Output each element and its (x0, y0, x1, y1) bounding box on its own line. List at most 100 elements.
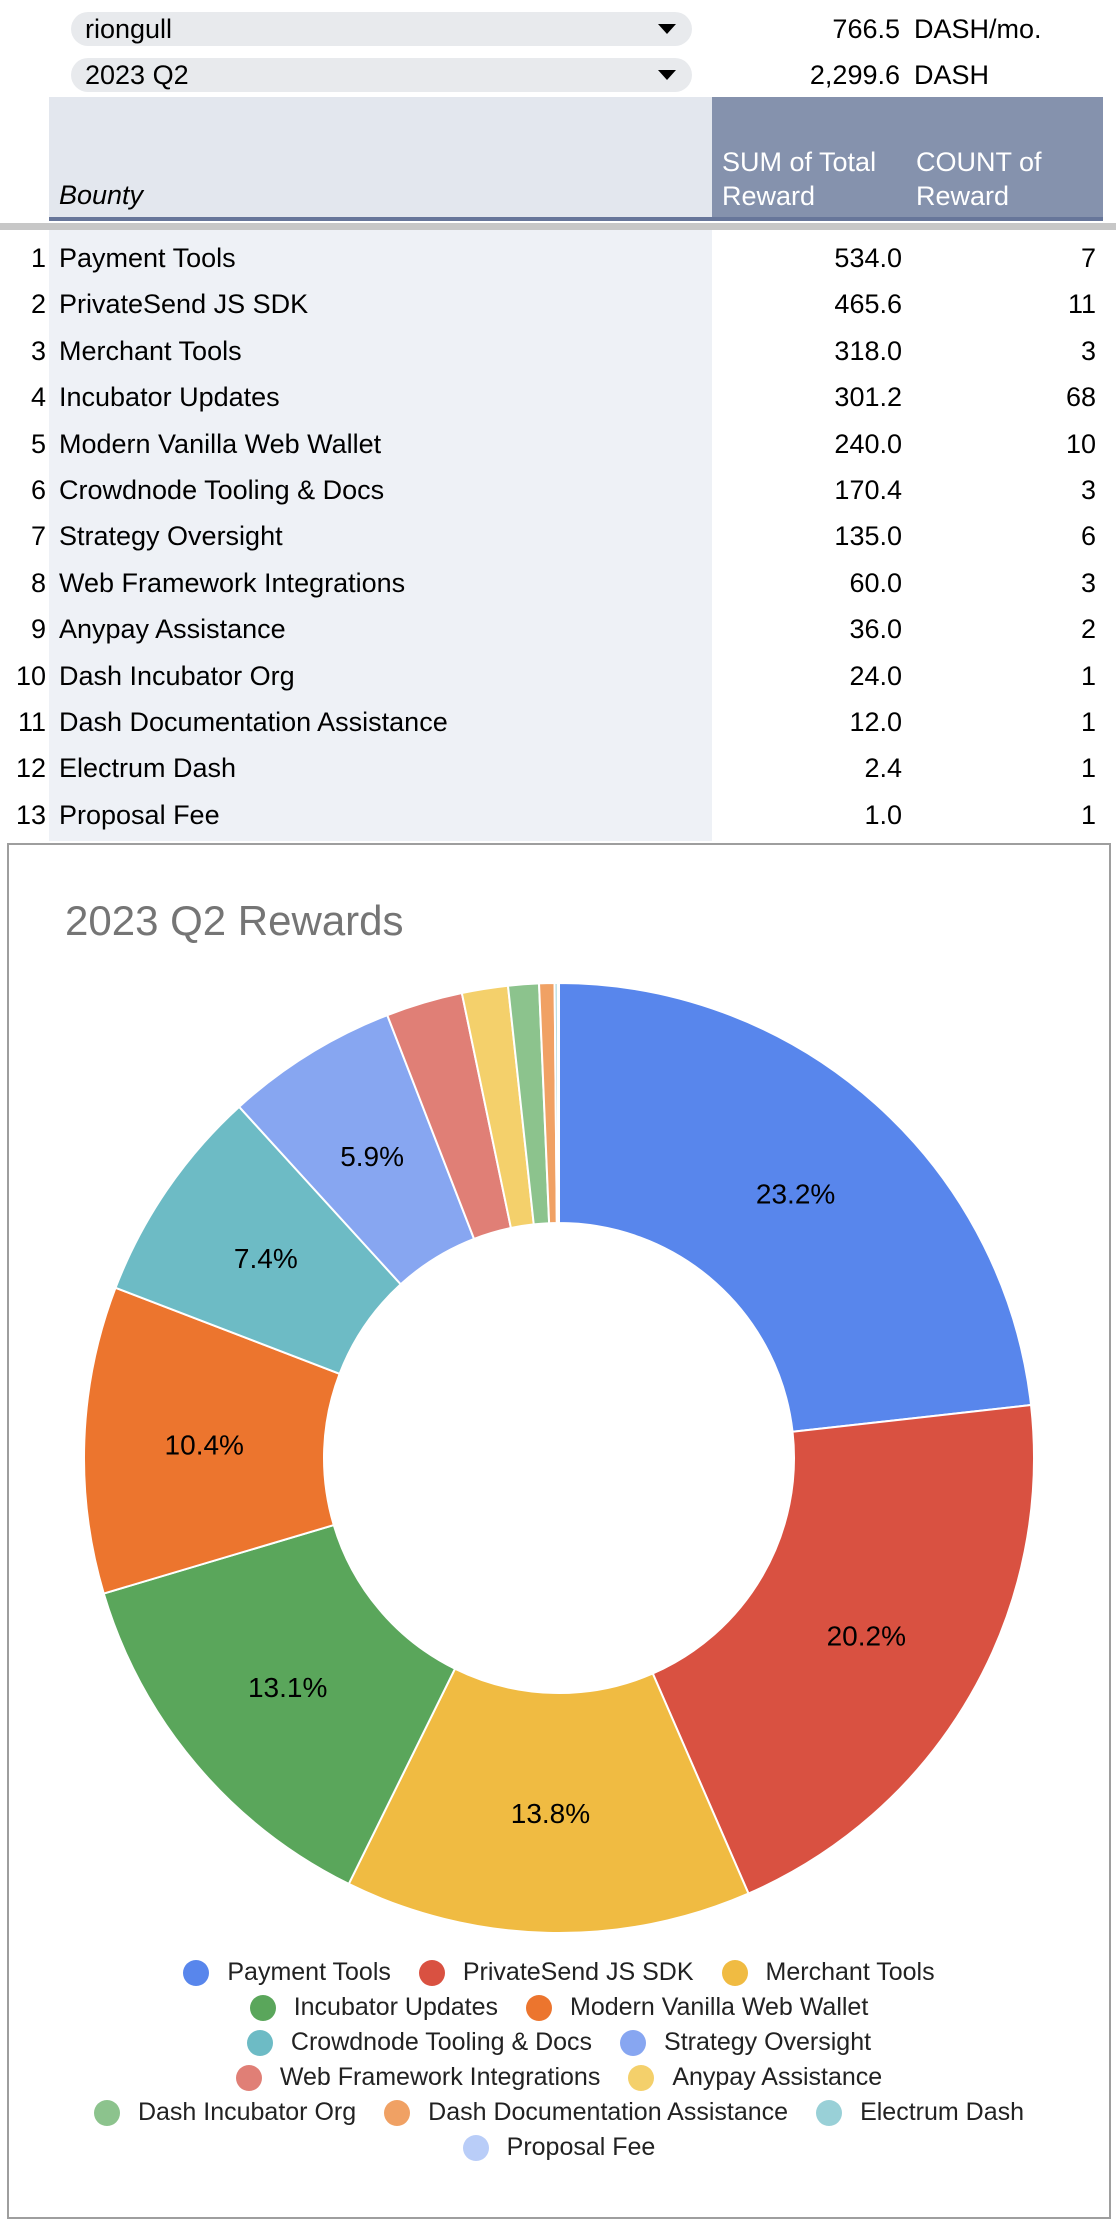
table-row: 2 PrivateSend JS SDK 465.6 11 (0, 279, 1116, 325)
header-count-reward: COUNT of Reward (916, 147, 1042, 211)
bounty-column-background (49, 230, 712, 841)
legend-swatch-icon (249, 1994, 276, 2021)
bounty-name: Dash Documentation Assistance (59, 707, 448, 737)
legend-swatch-icon (183, 1959, 210, 1986)
total-reward-sum: 1.0 (864, 799, 902, 830)
legend-label: Anypay Assistance (672, 2063, 883, 2091)
legend-swatch-icon (93, 2099, 120, 2126)
legend-label: Modern Vanilla Web Wallet (570, 1993, 869, 2021)
legend-row: Dash Incubator Org Dash Documentation Ass… (9, 2095, 1109, 2130)
chevron-down-icon (658, 24, 676, 34)
reward-count: 68 (1065, 382, 1096, 413)
chevron-down-icon (658, 70, 676, 80)
total-reward-sum: 36.0 (849, 614, 902, 645)
header-values-cell (712, 97, 1103, 221)
legend-item[interactable]: Proposal Fee (462, 2133, 655, 2162)
frozen-row-divider[interactable] (0, 223, 1116, 230)
slice-percent-label: 23.2% (756, 1178, 835, 1209)
reward-count: 11 (1067, 289, 1096, 320)
user-filter-value: riongull (85, 13, 173, 44)
row-number: 1 (30, 243, 46, 273)
slice-percent-label: 13.8% (511, 1798, 590, 1829)
table-row: 3 Merchant Tools 318.0 3 (0, 326, 1116, 372)
chart-title: 2023 Q2 Rewards (65, 897, 404, 944)
legend-item[interactable]: Dash Incubator Org (93, 2098, 357, 2127)
legend-swatch-icon (628, 2064, 655, 2091)
slice-percent-label: 7.4% (234, 1243, 298, 1274)
row-number: 13 (15, 799, 46, 830)
legend-swatch-icon (462, 2134, 489, 2161)
legend-item[interactable]: PrivateSend JS SDK (418, 1958, 694, 1987)
legend-row: Proposal Fee (9, 2130, 1109, 2165)
row-number: 10 (15, 660, 46, 691)
donut-chart: 23.2% 20.2% 13.8% 13.1% 10.4% 7.4% 5.9% (83, 981, 1036, 1934)
donut-slice[interactable] (347, 1667, 750, 1934)
legend-item[interactable]: Web Framework Integrations (235, 2063, 601, 2092)
rewards-chart[interactable]: 2023 Q2 Rewards 23.2% 20.2% 13.8% 13.1% 10.4… (7, 843, 1111, 2219)
row-number: 8 (30, 567, 46, 598)
quarter-filter-dropdown[interactable]: 2023 Q2 (71, 58, 692, 92)
legend-item[interactable]: Dash Documentation Assistance (384, 2098, 788, 2127)
total-reward-sum: 12.0 (849, 707, 902, 737)
legend-item[interactable]: Merchant Tools (721, 1958, 935, 1987)
header-bounty-cell (49, 97, 712, 221)
legend-item[interactable]: Crowdnode Tooling & Docs (246, 2028, 592, 2057)
row-number: 3 (30, 335, 46, 366)
header-divider (49, 217, 1103, 221)
legend-item[interactable]: Payment Tools (183, 1958, 391, 1987)
donut-slice[interactable] (558, 981, 1033, 1433)
bounty-name: Strategy Oversight (59, 521, 283, 552)
header-bounty: Bounty (59, 180, 144, 210)
legend-label: Dash Incubator Org (137, 2098, 357, 2126)
total-reward-sum: 170.4 (834, 475, 902, 505)
donut-slice[interactable] (556, 981, 560, 1225)
bounty-name: PrivateSend JS SDK (59, 289, 309, 320)
table-row: 9 Anypay Assistance 36.0 2 (0, 604, 1116, 650)
row-number: 9 (30, 614, 46, 645)
reward-count: 7 (1080, 243, 1096, 273)
reward-count: 3 (1080, 475, 1096, 505)
reward-count: 2 (1080, 614, 1096, 645)
user-monthly-amount: 766.5 (832, 14, 900, 44)
donut-slice[interactable] (651, 1403, 1036, 1895)
legend-item[interactable]: Strategy Oversight (620, 2028, 871, 2057)
total-reward-sum: 135.0 (834, 521, 902, 552)
legend-label: Incubator Updates (293, 1993, 498, 2021)
legend-item[interactable]: Modern Vanilla Web Wallet (526, 1993, 868, 2022)
row-number: 5 (30, 428, 46, 459)
table-row: 12 Electrum Dash 2.4 1 (0, 743, 1116, 789)
donut-slice[interactable] (83, 1286, 341, 1595)
reward-count: 3 (1080, 567, 1096, 598)
table-row: 10 Dash Incubator Org 24.0 1 (0, 651, 1116, 697)
total-reward-sum: 60.0 (849, 567, 902, 598)
reward-count: 1 (1080, 707, 1096, 737)
slice-percent-label: 13.1% (248, 1672, 327, 1703)
legend-label: Strategy Oversight (664, 2028, 872, 2056)
legend-swatch-icon (620, 2029, 647, 2056)
row-number: 12 (15, 753, 46, 784)
table-row: 7 Strategy Oversight 135.0 6 (0, 511, 1116, 557)
bounty-name: Modern Vanilla Web Wallet (59, 428, 382, 459)
quarter-total-amount: 2,299.6 (809, 60, 900, 90)
row-number: 2 (30, 289, 46, 320)
legend-item[interactable]: Anypay Assistance (628, 2063, 882, 2092)
legend-label: Electrum Dash (860, 2098, 1025, 2126)
legend-swatch-icon (246, 2029, 273, 2056)
bounty-name: Dash Incubator Org (59, 660, 295, 691)
bounty-name: Proposal Fee (59, 799, 220, 830)
row-number: 7 (30, 521, 46, 552)
legend-item[interactable]: Electrum Dash (816, 2098, 1024, 2127)
legend-item[interactable]: Incubator Updates (249, 1993, 498, 2022)
row-number: 4 (30, 382, 46, 413)
legend-swatch-icon (384, 2099, 411, 2126)
user-filter-dropdown[interactable]: riongull (71, 12, 692, 46)
reward-count: 1 (1080, 799, 1096, 830)
total-reward-sum: 465.6 (834, 289, 902, 320)
total-reward-sum: 301.2 (834, 382, 902, 413)
legend-label: Web Framework Integrations (279, 2063, 601, 2091)
quarter-total-unit: DASH (914, 60, 990, 90)
donut-slice[interactable] (102, 1523, 457, 1886)
quarter-filter-value: 2023 Q2 (85, 59, 189, 90)
slice-percent-label: 10.4% (165, 1429, 244, 1460)
reward-count: 6 (1080, 521, 1096, 552)
